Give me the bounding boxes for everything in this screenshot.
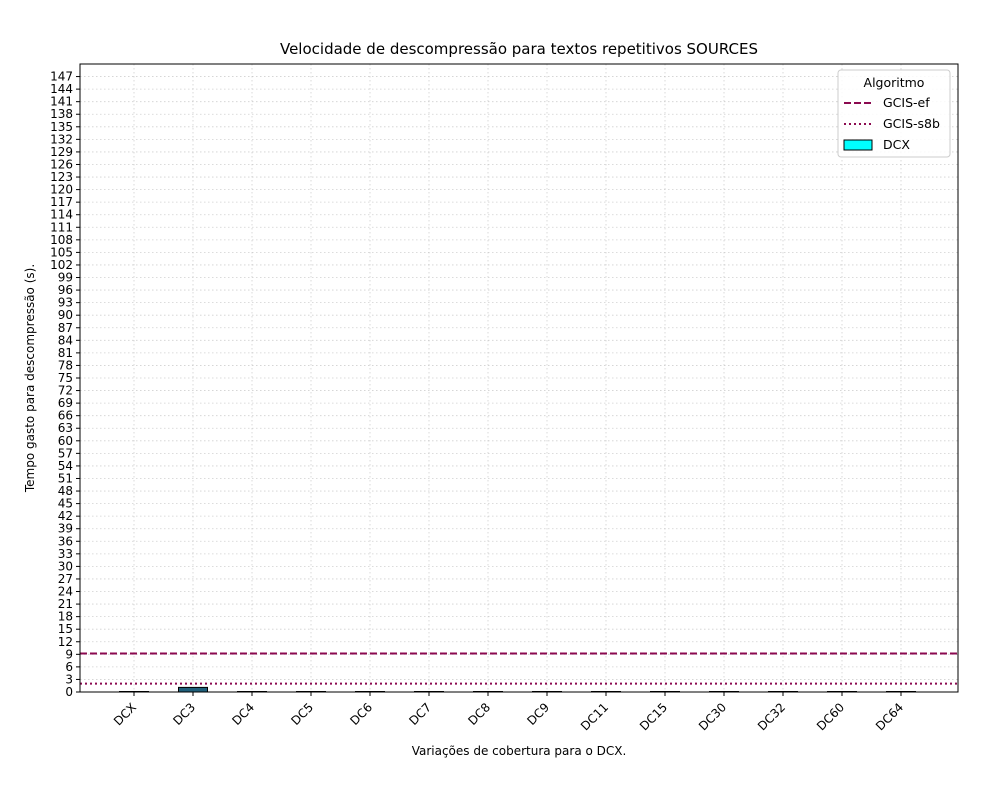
y-tick-label: 54 <box>58 459 73 473</box>
y-tick-label: 45 <box>58 497 73 511</box>
y-tick-label: 24 <box>58 585 73 599</box>
y-tick-label: 123 <box>50 170 73 184</box>
x-axis-ticks: DCX DC3 DC4 DC5 DC6 DC7 DC8 DC9 DC11 DC15 DC30 DC32… <box>111 692 906 733</box>
x-tick-label: DC4 <box>229 700 257 728</box>
chart-title: Velocidade de descompressão para textos … <box>280 40 758 58</box>
x-tick-label: DC15 <box>637 700 670 733</box>
y-tick-label: 120 <box>50 183 73 197</box>
y-tick-label: 147 <box>50 70 73 84</box>
legend: Algoritmo GCIS-ef GCIS-s8b DCX <box>837 69 951 158</box>
y-tick-label: 93 <box>58 296 73 310</box>
y-tick-label: 75 <box>58 371 73 385</box>
y-tick-label: 72 <box>58 384 73 398</box>
y-tick-label: 144 <box>50 82 73 96</box>
x-tick-label: DCX <box>111 700 139 728</box>
y-tick-label: 18 <box>58 610 73 624</box>
reference-lines <box>80 652 958 685</box>
x-tick-label: DC11 <box>578 700 611 733</box>
legend-items: GCIS-ef GCIS-s8b DCX <box>843 95 940 152</box>
legend-label: GCIS-s8b <box>883 116 940 131</box>
legend-box <box>837 69 951 158</box>
y-tick-label: 102 <box>50 258 73 272</box>
y-tick-label: 114 <box>50 208 73 222</box>
legend-title: Algoritmo <box>864 75 925 90</box>
y-tick-label: 42 <box>58 509 73 523</box>
y-tick-label: 69 <box>58 396 73 410</box>
x-tick-label: DC9 <box>524 700 552 728</box>
bars <box>119 686 916 693</box>
y-tick-label: 108 <box>50 233 73 247</box>
x-axis-title: Variações de cobertura para o DCX. <box>412 744 627 758</box>
y-tick-label: 138 <box>50 107 73 121</box>
y-tick-label: 135 <box>50 120 73 134</box>
x-tick-label: DC5 <box>288 700 316 728</box>
y-tick-label: 33 <box>58 547 73 561</box>
y-tick-label: 66 <box>58 409 73 423</box>
legend-label: DCX <box>883 137 910 152</box>
y-tick-label: 15 <box>58 622 73 636</box>
y-tick-label: 27 <box>58 572 73 586</box>
y-tick-label: 129 <box>50 145 73 159</box>
y-tick-label: 99 <box>58 271 73 285</box>
y-tick-label: 81 <box>58 346 73 360</box>
y-tick-label: 132 <box>50 132 73 146</box>
y-tick-label: 63 <box>58 421 73 435</box>
y-tick-label: 36 <box>58 534 73 548</box>
y-tick-label: 111 <box>50 220 73 234</box>
x-tick-label: DC32 <box>755 700 788 733</box>
y-tick-label: 60 <box>58 434 73 448</box>
y-tick-label: 87 <box>58 321 73 335</box>
y-tick-label: 48 <box>58 484 73 498</box>
y-tick-label: 96 <box>58 283 73 297</box>
y-tick-label: 0 <box>65 685 73 699</box>
legend-patch-swatch <box>843 139 873 151</box>
y-tick-label: 6 <box>65 660 73 674</box>
y-tick-label: 39 <box>58 522 73 536</box>
x-tick-label: DC3 <box>170 700 198 728</box>
y-tick-label: 12 <box>58 635 73 649</box>
grid <box>80 64 958 693</box>
x-tick-label: DC30 <box>696 700 729 733</box>
y-axis-title: Tempo gasto para descompressão (s). <box>23 264 37 493</box>
x-tick-label: DC7 <box>406 700 434 728</box>
legend-label: GCIS-ef <box>883 95 930 110</box>
y-axis-ticks: 0369121518212427303336394245485154576063… <box>50 70 80 699</box>
y-tick-label: 117 <box>50 195 73 209</box>
y-tick-label: 51 <box>58 471 73 485</box>
x-tick-label: DC6 <box>347 700 375 728</box>
x-tick-label: DC60 <box>814 700 847 733</box>
x-tick-label: DC8 <box>465 700 493 728</box>
y-tick-label: 90 <box>58 308 73 322</box>
y-tick-label: 3 <box>65 672 73 686</box>
y-tick-label: 21 <box>58 597 73 611</box>
plot-frame <box>79 63 959 693</box>
x-tick-label: DC64 <box>873 700 906 733</box>
y-tick-label: 84 <box>58 333 73 347</box>
y-tick-label: 105 <box>50 245 73 259</box>
y-tick-label: 126 <box>50 157 73 171</box>
y-tick-label: 57 <box>58 446 73 460</box>
y-tick-label: 30 <box>58 559 73 573</box>
y-tick-label: 78 <box>58 358 73 372</box>
bar <box>178 686 208 693</box>
y-tick-label: 141 <box>50 95 73 109</box>
y-tick-label: 9 <box>65 647 73 661</box>
